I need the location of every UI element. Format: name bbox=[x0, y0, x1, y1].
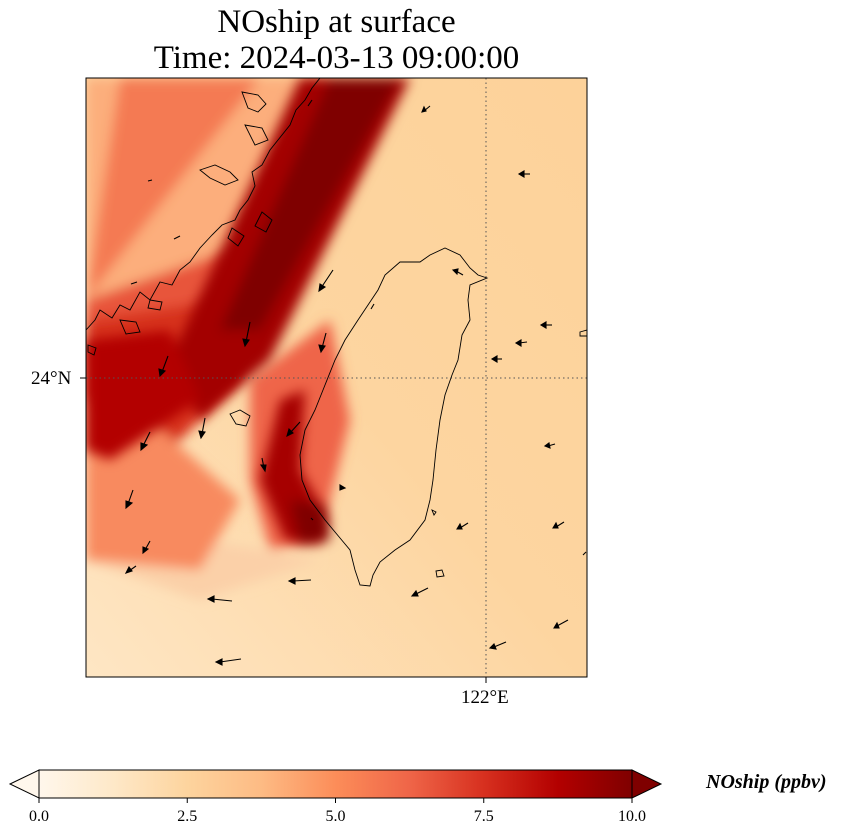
wind-arrow bbox=[242, 321, 251, 348]
wind-arrow bbox=[140, 431, 151, 452]
wind-arrow bbox=[553, 619, 569, 629]
taiwan-coastline bbox=[299, 247, 489, 587]
wind-arrow bbox=[514, 339, 528, 347]
colorbar-max-extension bbox=[631, 769, 663, 799]
wind-arrow bbox=[552, 521, 565, 529]
wind-arrow bbox=[456, 522, 469, 530]
wind-arrow bbox=[130, 281, 138, 285]
china-coastline bbox=[86, 78, 321, 331]
coastline bbox=[86, 78, 587, 587]
colorbar-tick-label: 2.5 bbox=[177, 808, 198, 825]
wind-arrow bbox=[451, 268, 464, 276]
map-panel bbox=[80, 77, 588, 683]
wind-arrow bbox=[517, 170, 530, 178]
wind-arrow bbox=[539, 321, 552, 329]
map-title: NOship at surface bbox=[217, 4, 456, 40]
concentration-field bbox=[86, 78, 587, 677]
wind-arrow bbox=[286, 421, 301, 438]
wind-arrow bbox=[125, 489, 134, 510]
wind-arrow bbox=[339, 484, 347, 491]
colorbar-tick-label: 0.0 bbox=[29, 808, 49, 825]
wind-arrow bbox=[124, 565, 137, 574]
wind-vectors bbox=[124, 99, 587, 666]
wind-arrow bbox=[318, 269, 334, 293]
colorbar-tick-label: 7.5 bbox=[473, 808, 494, 825]
wind-arrow bbox=[198, 417, 206, 440]
wind-arrow bbox=[214, 658, 242, 666]
wind-arrow bbox=[370, 303, 375, 310]
wind-arrow bbox=[147, 179, 153, 182]
wind-arrow bbox=[490, 355, 502, 363]
colorbar-body bbox=[38, 769, 633, 799]
wind-arrow bbox=[543, 442, 556, 449]
wind-arrow bbox=[318, 332, 327, 354]
wind-arrow bbox=[259, 457, 267, 473]
wind-arrow bbox=[206, 595, 233, 603]
wind-arrow bbox=[287, 577, 312, 585]
map-subtitle-time: Time: 2024-03-13 09:00:00 bbox=[153, 40, 520, 76]
colorbar-tick-label: 5.0 bbox=[325, 808, 346, 825]
lat-tick-label: 24°N bbox=[31, 368, 72, 389]
wind-arrow bbox=[488, 641, 507, 650]
wind-arrow bbox=[307, 99, 313, 107]
wind-arrow bbox=[421, 105, 431, 113]
colorbar-min-extension bbox=[8, 769, 40, 799]
wind-arrow bbox=[410, 587, 429, 597]
wind-arrow bbox=[310, 517, 314, 521]
lon-tick-label: 122°E bbox=[461, 687, 509, 708]
colorbar-label: NOship (ppbv) bbox=[706, 771, 827, 793]
wind-arrow bbox=[173, 235, 181, 240]
wind-arrow bbox=[582, 551, 587, 556]
colorbar-tick-label: 10.0 bbox=[618, 808, 646, 825]
colorbar bbox=[8, 769, 663, 803]
wind-arrow bbox=[142, 540, 151, 555]
wind-arrow bbox=[158, 355, 169, 378]
